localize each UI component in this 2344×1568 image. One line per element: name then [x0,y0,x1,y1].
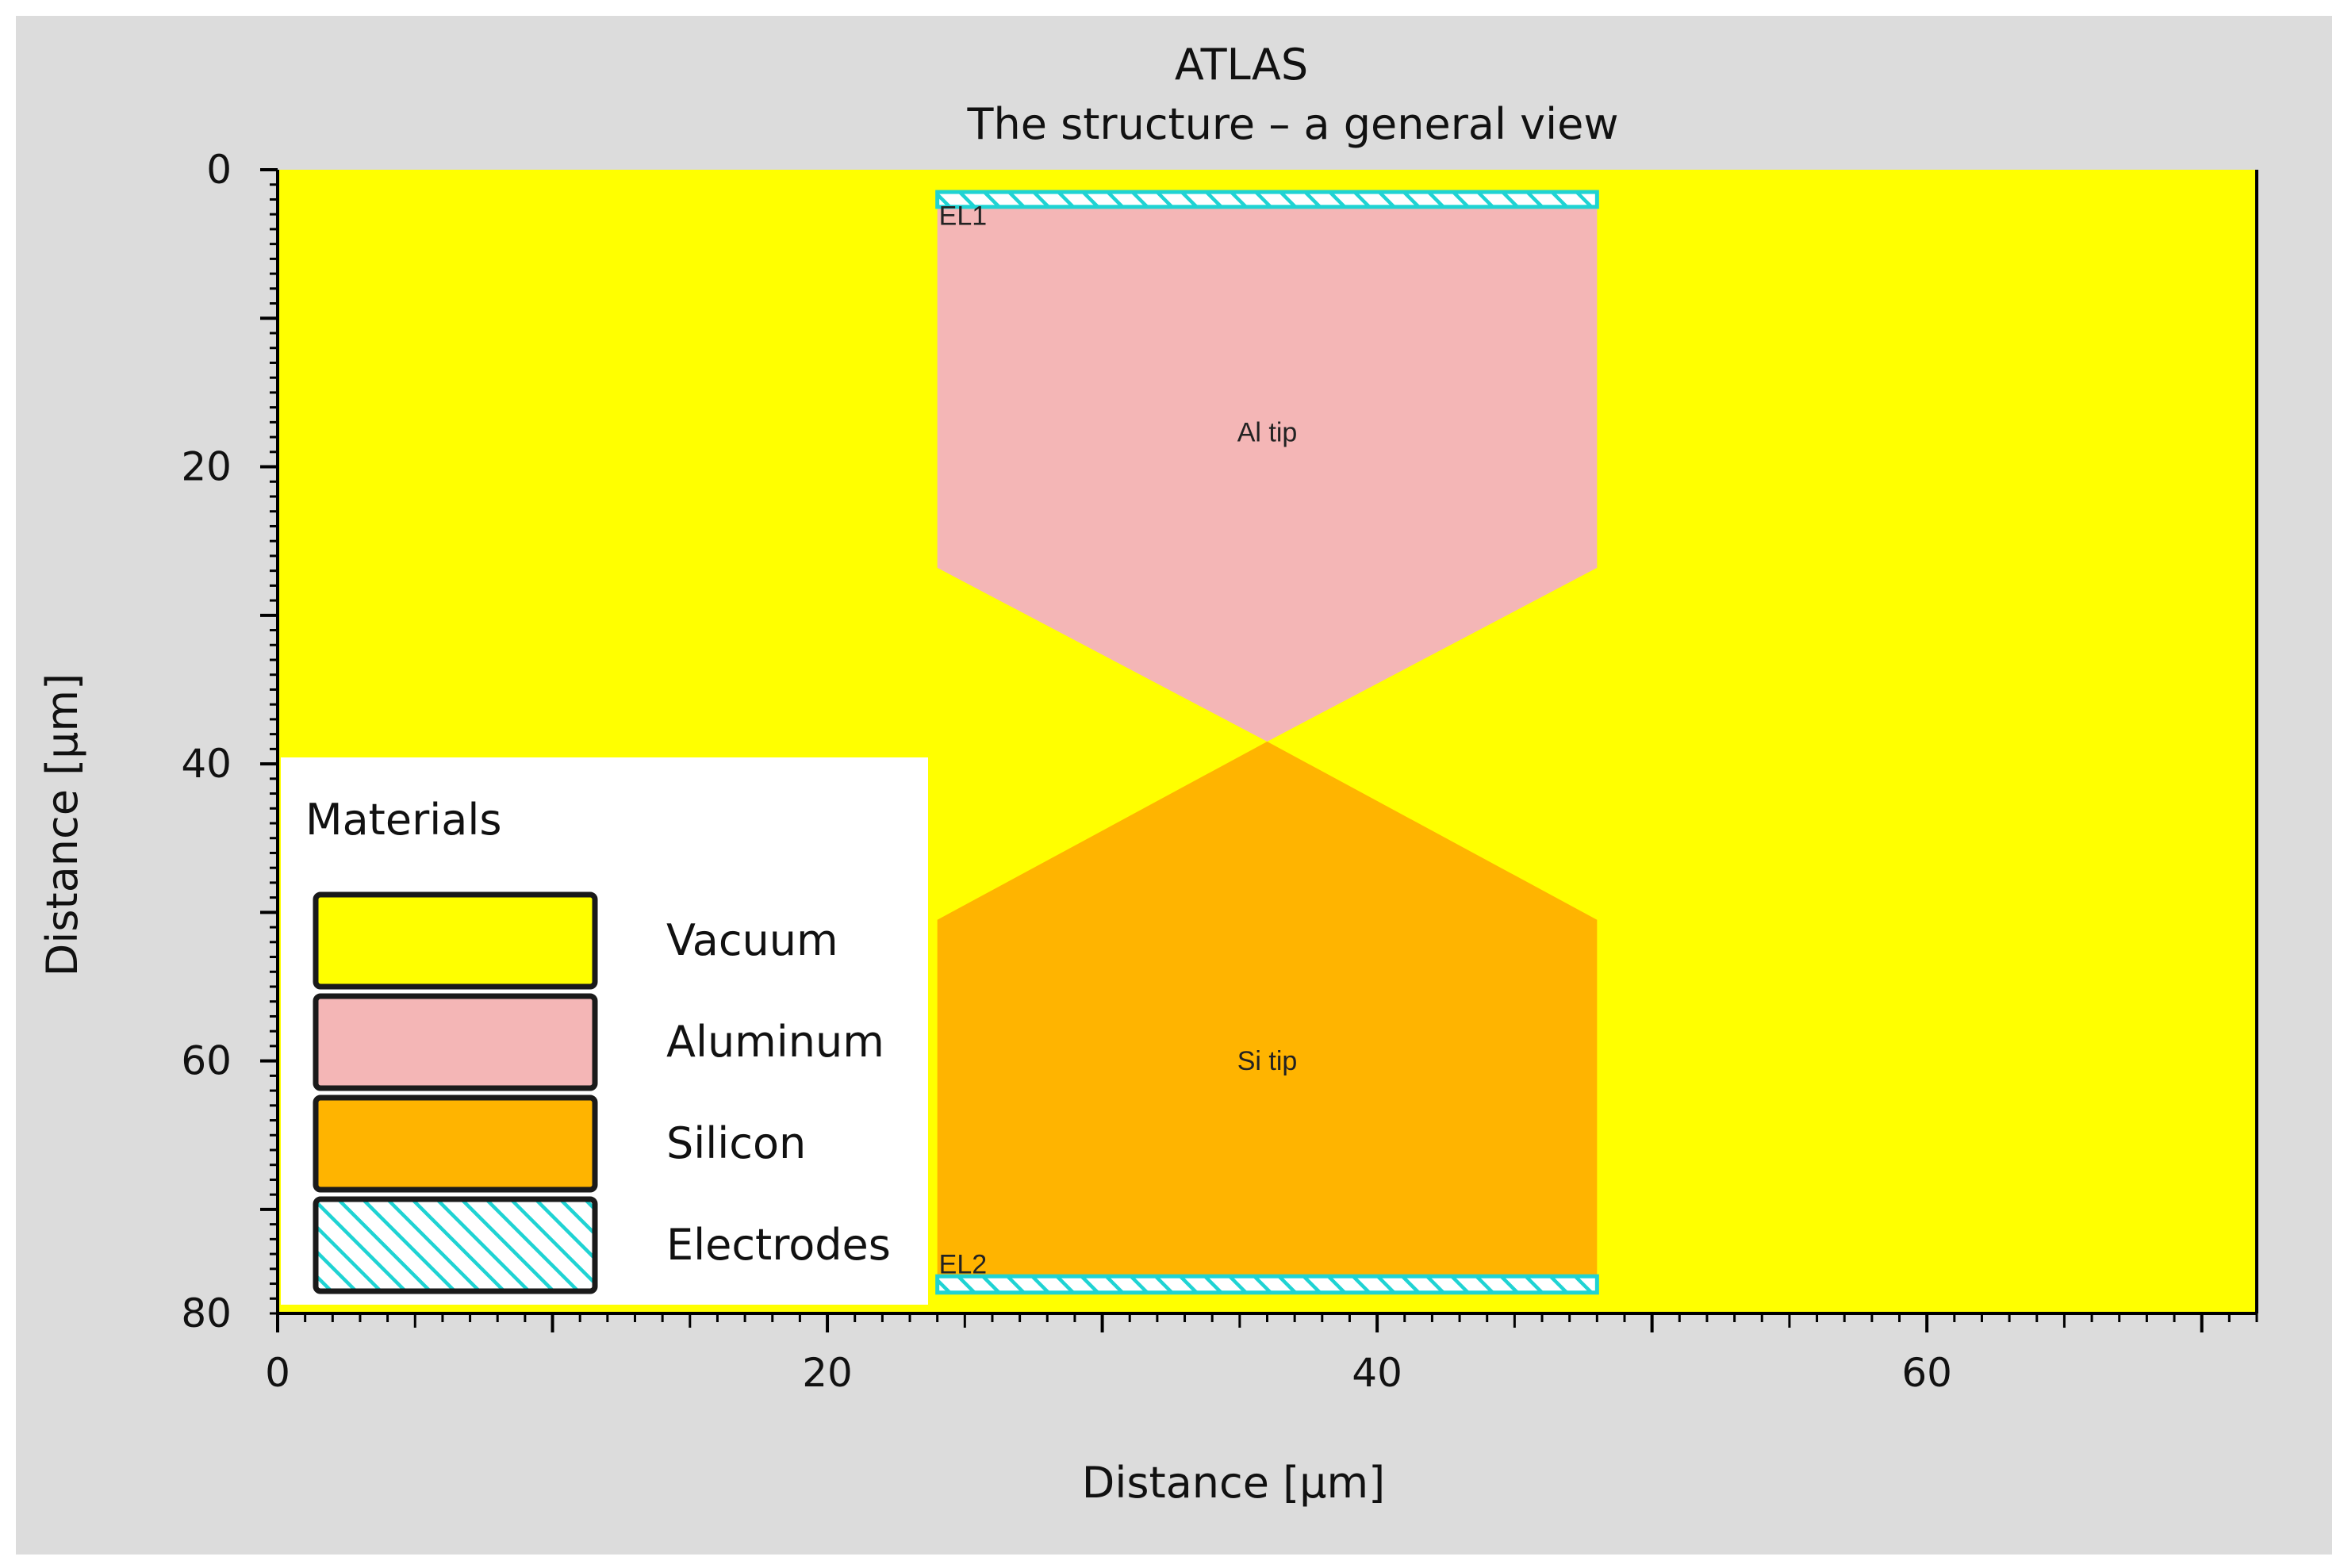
y-tick-label: 0 [206,147,232,193]
al-tip-label: Al tip [1237,418,1298,448]
x-tick-label: 40 [1352,1350,1402,1396]
x-tick-label: 20 [802,1350,853,1396]
electrode-1 [935,190,1599,209]
y-axis-label: Distance [µm] [37,673,87,976]
legend-label: Aluminum [666,1017,884,1067]
y-tick-label: 40 [181,741,232,787]
x-tick-label: 0 [265,1350,290,1396]
material-regions [937,206,1598,1284]
legend-swatch [313,1196,598,1294]
electrode-1-label: EL1 [939,201,988,231]
electrodes [935,190,1599,1295]
legend-item: Silicon [313,1095,806,1193]
legend-item: Aluminum [313,993,884,1091]
legend-swatch [313,891,598,990]
y-ticks [260,168,278,1315]
title-line-2: The structure – a general view [967,99,1619,149]
x-axis-label: Distance [µm] [1082,1458,1385,1508]
y-tick-label: 60 [181,1038,232,1084]
legend-title: Materials [305,795,502,845]
materials-legend: Materials Vacuum Aluminum Silicon Electrode… [281,757,928,1305]
legend-label: Silicon [666,1118,806,1168]
legend-swatch [313,1095,598,1193]
legend-items: Vacuum Aluminum Silicon Electrodes [313,891,891,1294]
x-tick-labels: 0 20 40 60 [265,1350,1952,1396]
y-tick-label: 20 [181,444,232,490]
legend-swatch [313,993,598,1091]
legend-label: Electrodes [666,1220,891,1270]
y-tick-label: 80 [181,1290,232,1336]
x-tick-label: 60 [1901,1350,1952,1396]
title-line-1: ATLAS [1175,40,1308,90]
legend-item: Electrodes [313,1196,891,1294]
electrode-2 [935,1274,1599,1295]
legend-item: Vacuum [313,891,838,990]
legend-label: Vacuum [666,915,838,965]
electrode-2-label: EL2 [939,1249,988,1279]
y-tick-labels: 0 20 40 60 80 [181,147,232,1336]
silicon-tip-region [937,742,1598,1284]
aluminum-tip-region [937,206,1598,742]
si-tip-label: Si tip [1237,1046,1298,1076]
x-ticks [276,1313,2258,1332]
